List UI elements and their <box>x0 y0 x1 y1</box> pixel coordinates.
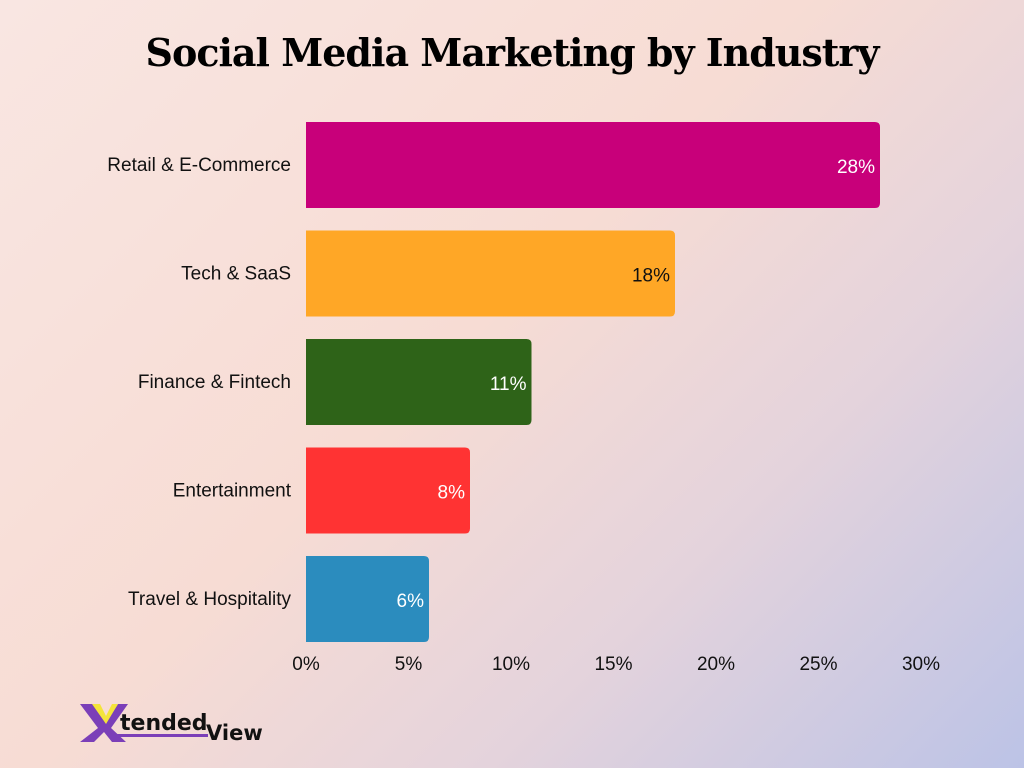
data-label: 6% <box>397 591 425 612</box>
bar <box>306 447 470 534</box>
data-label: 18% <box>632 266 670 287</box>
bar <box>306 556 429 642</box>
x-tick-label: 20% <box>697 654 735 675</box>
data-label: 11% <box>490 374 527 395</box>
x-tick-label: 15% <box>594 654 632 675</box>
x-tick-label: 10% <box>492 654 530 675</box>
svg-text:tended: tended <box>120 711 208 736</box>
bar <box>306 230 675 317</box>
bar <box>306 122 880 208</box>
category-label: Travel & Hospitality <box>128 589 291 610</box>
chart-title: Social Media Marketing by Industry <box>145 30 880 75</box>
x-tick-label: 0% <box>292 654 320 675</box>
data-label: 28% <box>837 157 875 178</box>
category-label: Entertainment <box>173 481 292 502</box>
category-label: Finance & Fintech <box>138 372 291 393</box>
x-tick-label: 5% <box>395 654 423 675</box>
data-label: 8% <box>438 483 466 504</box>
bar <box>306 339 532 425</box>
category-label: Tech & SaaS <box>181 264 291 285</box>
x-tick-label: 25% <box>799 654 837 675</box>
category-label: Retail & E-Commerce <box>107 155 291 176</box>
svg-text:View: View <box>206 721 263 745</box>
xtendedview-logo: tended View <box>80 704 263 745</box>
x-tick-label: 30% <box>902 654 940 675</box>
